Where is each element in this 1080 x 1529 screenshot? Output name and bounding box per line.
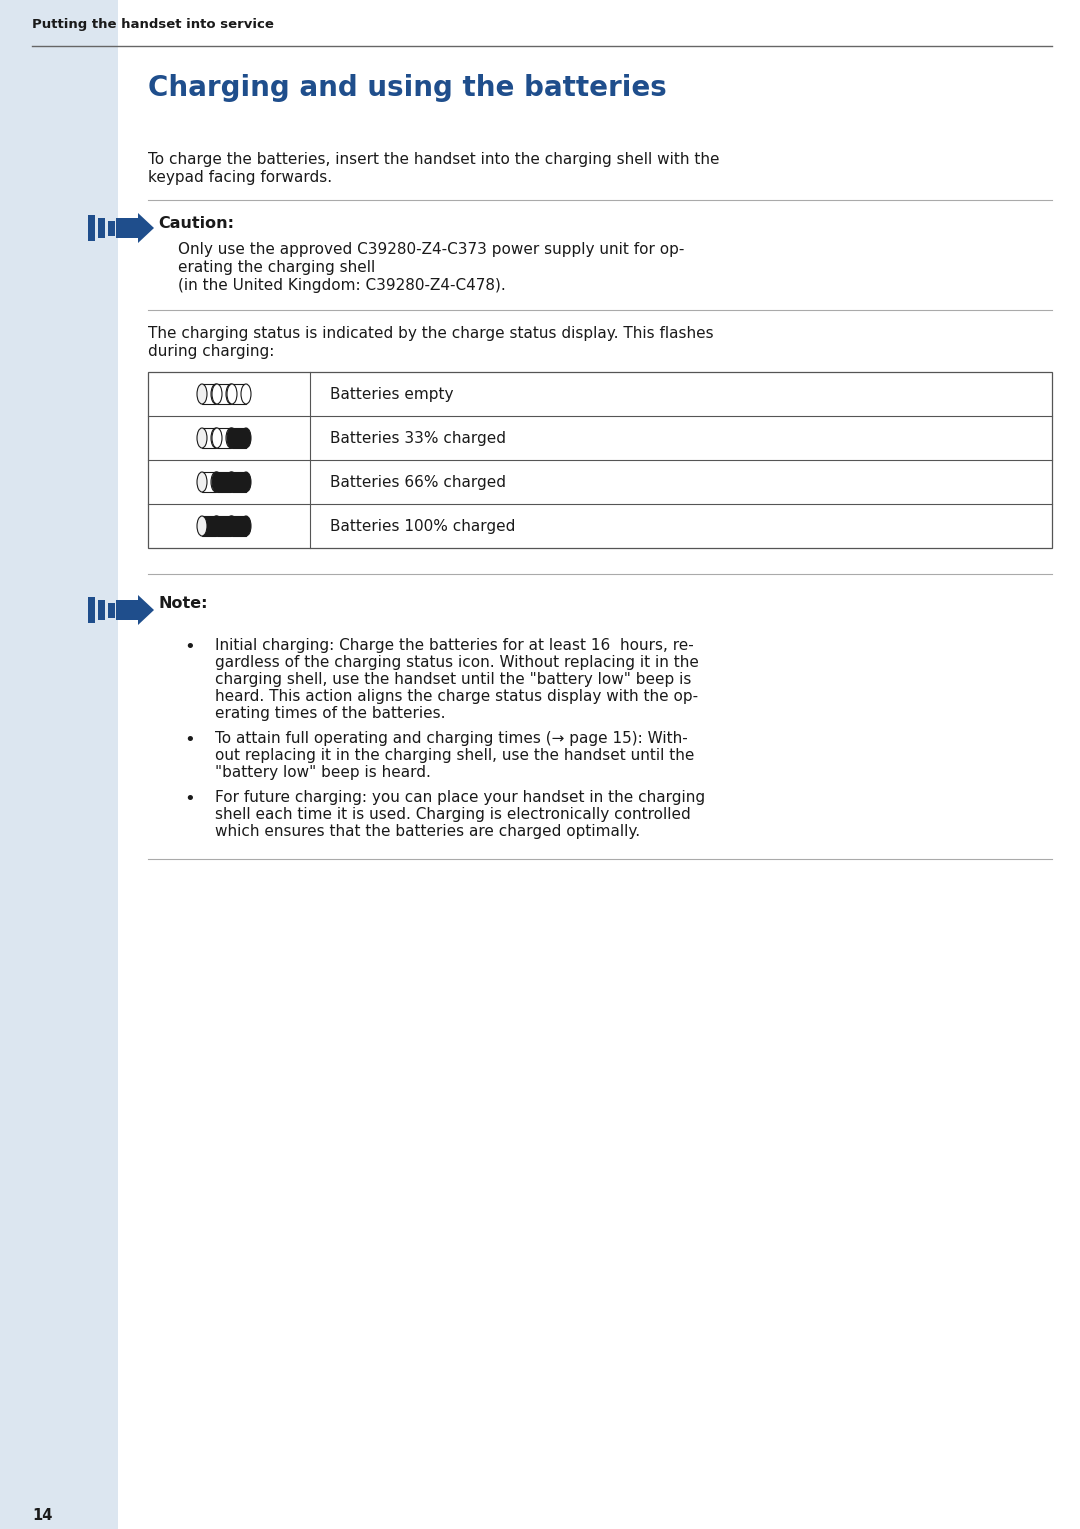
Bar [87, 216, 95, 242]
Text: shell each time it is used. Charging is electronically controlled: shell each time it is used. Charging is … [215, 807, 691, 823]
Bar [0, 0, 118, 1529]
Ellipse shape [226, 472, 237, 492]
Ellipse shape [197, 384, 207, 404]
Text: keypad facing forwards.: keypad facing forwards. [148, 170, 333, 185]
FancyArrow shape [116, 595, 154, 625]
Ellipse shape [227, 472, 237, 492]
Text: 14: 14 [32, 1508, 52, 1523]
Text: To charge the batteries, insert the handset into the charging shell with the: To charge the batteries, insert the hand… [148, 151, 719, 167]
Ellipse shape [211, 428, 221, 448]
Text: Note:: Note: [158, 596, 207, 612]
Text: charging shell, use the handset until the "battery low" beep is: charging shell, use the handset until th… [215, 673, 691, 687]
Text: Batteries 66% charged: Batteries 66% charged [330, 474, 507, 489]
Bar [148, 372, 1052, 547]
Text: Batteries 33% charged: Batteries 33% charged [330, 431, 507, 445]
Text: The charging status is indicated by the charge status display. This flashes: The charging status is indicated by the … [148, 326, 714, 341]
Text: during charging:: during charging: [148, 344, 274, 359]
Text: Caution:: Caution: [158, 216, 234, 231]
Text: •: • [185, 790, 195, 807]
Text: For future charging: you can place your handset in the charging: For future charging: you can place your … [215, 790, 705, 804]
Text: Only use the approved C39280-Z4-C373 power supply unit for op-: Only use the approved C39280-Z4-C373 pow… [178, 242, 685, 257]
Bar [87, 596, 95, 622]
Ellipse shape [211, 384, 221, 404]
Ellipse shape [212, 515, 222, 537]
Ellipse shape [227, 515, 237, 537]
Bar [202, 384, 216, 404]
Ellipse shape [226, 515, 237, 537]
Text: gardless of the charging status icon. Without replacing it in the: gardless of the charging status icon. Wi… [215, 654, 699, 670]
Ellipse shape [226, 384, 237, 404]
Ellipse shape [227, 384, 237, 404]
Ellipse shape [211, 472, 221, 492]
Bar [232, 384, 246, 404]
Ellipse shape [226, 428, 237, 448]
Ellipse shape [241, 428, 251, 448]
Bar [232, 428, 246, 448]
Text: •: • [185, 731, 195, 749]
Text: Charging and using the batteries: Charging and using the batteries [148, 73, 666, 102]
Bar [98, 599, 105, 619]
Text: erating times of the batteries.: erating times of the batteries. [215, 706, 446, 722]
Bar [232, 515, 246, 537]
Ellipse shape [212, 472, 222, 492]
Bar [202, 428, 216, 448]
Ellipse shape [212, 384, 222, 404]
Ellipse shape [212, 428, 222, 448]
Ellipse shape [197, 515, 207, 537]
FancyArrow shape [116, 213, 154, 243]
Bar [202, 515, 216, 537]
Ellipse shape [211, 515, 221, 537]
Text: heard. This action aligns the charge status display with the op-: heard. This action aligns the charge sta… [215, 690, 698, 703]
Text: Batteries 100% charged: Batteries 100% charged [330, 518, 515, 534]
Bar [217, 428, 231, 448]
Bar [108, 602, 114, 618]
Text: out replacing it in the charging shell, use the handset until the: out replacing it in the charging shell, … [215, 748, 694, 763]
Text: •: • [185, 638, 195, 656]
Text: erating the charging shell: erating the charging shell [178, 260, 375, 275]
Bar [98, 219, 105, 239]
Text: (in the United Kingdom: C39280-Z4-C478).: (in the United Kingdom: C39280-Z4-C478). [178, 278, 505, 294]
Ellipse shape [197, 472, 207, 492]
Text: which ensures that the batteries are charged optimally.: which ensures that the batteries are cha… [215, 824, 640, 839]
Bar [217, 515, 231, 537]
Bar [217, 472, 231, 492]
Bar [202, 472, 216, 492]
Text: To attain full operating and charging times (→ page 15): With-: To attain full operating and charging ti… [215, 731, 688, 746]
Ellipse shape [241, 384, 251, 404]
Bar [232, 472, 246, 492]
Bar [108, 220, 114, 235]
Ellipse shape [227, 428, 237, 448]
Ellipse shape [241, 472, 251, 492]
Ellipse shape [241, 515, 251, 537]
Text: Initial charging: Charge the batteries for at least 16  hours, re-: Initial charging: Charge the batteries f… [215, 638, 693, 653]
Bar [217, 384, 231, 404]
Text: "battery low" beep is heard.: "battery low" beep is heard. [215, 764, 431, 780]
Text: Putting the handset into service: Putting the handset into service [32, 18, 274, 31]
Ellipse shape [197, 428, 207, 448]
Text: Batteries empty: Batteries empty [330, 387, 454, 402]
